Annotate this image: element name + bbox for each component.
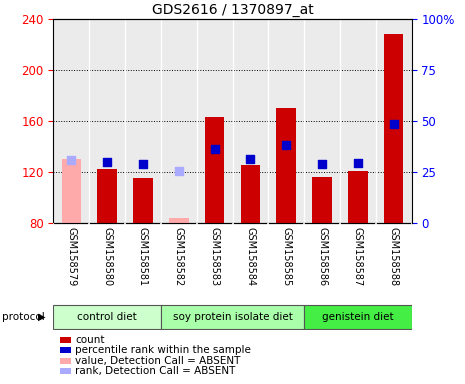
- Bar: [53, 305, 161, 329]
- Text: GSM158584: GSM158584: [246, 227, 255, 286]
- Text: protocol: protocol: [2, 312, 45, 322]
- Text: rank, Detection Call = ABSENT: rank, Detection Call = ABSENT: [75, 366, 236, 376]
- Title: GDS2616 / 1370897_at: GDS2616 / 1370897_at: [152, 3, 313, 17]
- Bar: [61, 159, 81, 223]
- Text: GSM158583: GSM158583: [210, 227, 219, 286]
- Bar: [348, 170, 368, 223]
- Text: GSM158586: GSM158586: [317, 227, 327, 286]
- Text: value, Detection Call = ABSENT: value, Detection Call = ABSENT: [75, 356, 241, 366]
- Point: [139, 161, 146, 167]
- Point: [67, 157, 75, 164]
- Text: genistein diet: genistein diet: [322, 312, 394, 322]
- Bar: [240, 166, 260, 223]
- Text: count: count: [75, 335, 105, 345]
- Text: control diet: control diet: [77, 312, 137, 322]
- Text: soy protein isolate diet: soy protein isolate diet: [173, 312, 292, 322]
- Point: [175, 167, 182, 174]
- Bar: [97, 169, 117, 223]
- Text: GSM158582: GSM158582: [174, 227, 184, 286]
- Bar: [304, 305, 412, 329]
- Point: [211, 146, 218, 152]
- Point: [103, 159, 111, 165]
- Point: [390, 121, 397, 127]
- Text: GSM158587: GSM158587: [353, 227, 363, 286]
- Point: [354, 160, 361, 166]
- Text: percentile rank within the sample: percentile rank within the sample: [75, 345, 251, 355]
- Bar: [161, 305, 304, 329]
- Text: GSM158581: GSM158581: [138, 227, 148, 286]
- Bar: [169, 218, 189, 223]
- Text: GSM158585: GSM158585: [281, 227, 291, 286]
- Point: [246, 156, 254, 162]
- Bar: [384, 35, 404, 223]
- Point: [282, 142, 290, 148]
- Text: GSM158579: GSM158579: [66, 227, 76, 286]
- Bar: [312, 177, 332, 223]
- Bar: [276, 108, 296, 223]
- Point: [318, 161, 325, 167]
- Text: GSM158580: GSM158580: [102, 227, 112, 286]
- Text: GSM158588: GSM158588: [389, 227, 399, 286]
- Text: ▶: ▶: [38, 312, 46, 322]
- Bar: [205, 117, 225, 223]
- Bar: [133, 178, 153, 223]
